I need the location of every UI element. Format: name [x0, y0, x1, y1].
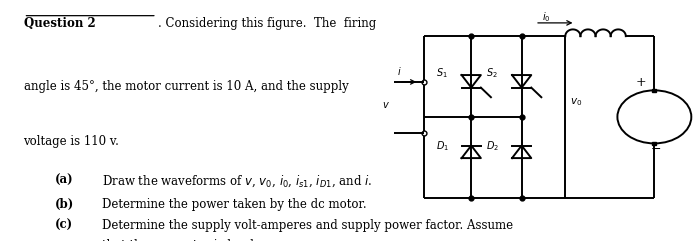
Text: −: − [651, 143, 661, 156]
Text: $D_2$: $D_2$ [486, 140, 499, 153]
Text: (a): (a) [55, 174, 74, 187]
Text: Question 2: Question 2 [24, 17, 95, 30]
Text: +: + [636, 76, 647, 88]
Text: Determine the power taken by the dc motor.: Determine the power taken by the dc moto… [102, 198, 367, 211]
Text: voltage is 110 v.: voltage is 110 v. [24, 135, 120, 148]
Text: $S_2$: $S_2$ [486, 66, 498, 80]
Text: $v_0$: $v_0$ [570, 97, 582, 108]
Bar [652, 142, 657, 145]
Text: $S_1$: $S_1$ [436, 66, 448, 80]
Text: $D_1$: $D_1$ [436, 140, 449, 153]
Text: Determine the supply volt-amperes and supply power factor. Assume: Determine the supply volt-amperes and su… [102, 219, 513, 232]
Text: $i_0$: $i_0$ [542, 10, 550, 24]
Text: $v$: $v$ [382, 100, 390, 110]
Text: Draw the waveforms of $v$, $v_0$, $i_0$, $i_{s1}$, $i_{D1}$, and $i$.: Draw the waveforms of $v$, $v_0$, $i_0$,… [102, 174, 372, 189]
Text: (c): (c) [55, 219, 73, 232]
Text: $i$: $i$ [398, 65, 402, 77]
Text: angle is 45°, the motor current is 10 A, and the supply: angle is 45°, the motor current is 10 A,… [24, 80, 349, 93]
Text: . Considering this figure.  The  firing: . Considering this figure. The firing [158, 17, 376, 30]
Text: that the converter is lossless.: that the converter is lossless. [102, 239, 276, 241]
Bar [652, 89, 657, 92]
Text: (b): (b) [55, 198, 74, 211]
